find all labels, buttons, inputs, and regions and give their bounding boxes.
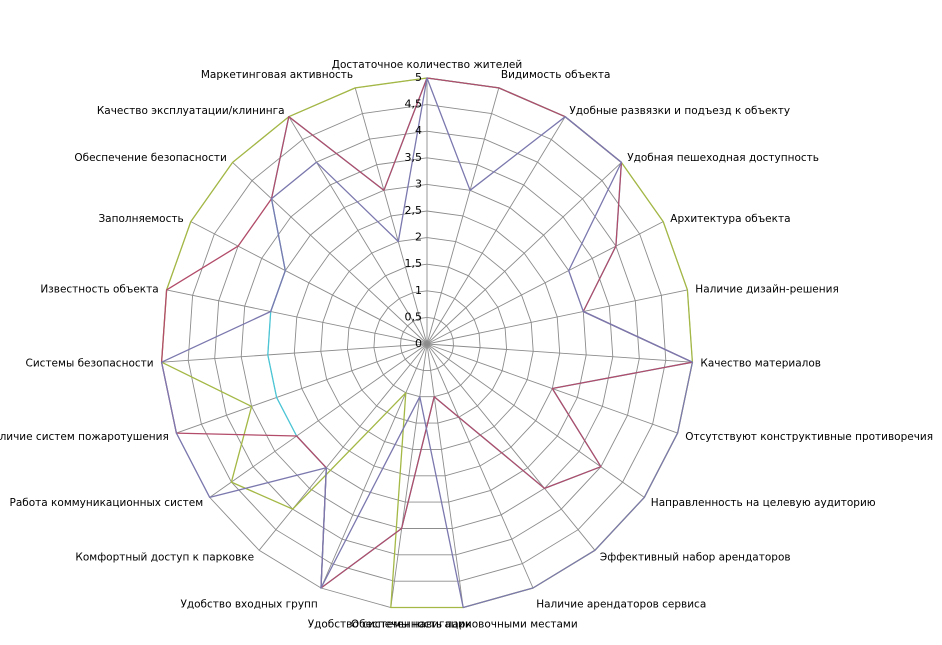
r-tick-label: 1,5: [405, 257, 423, 270]
axis-spoke: [426, 116, 566, 345]
grid-layer: [161, 77, 693, 608]
axis-spoke: [161, 343, 428, 363]
axis-spoke: [426, 221, 664, 345]
axis-spoke: [288, 116, 428, 345]
category-label: Обеспеченность парковочными местами: [351, 618, 578, 630]
category-label: Удобные развязки и подъезд к объекту: [569, 105, 790, 117]
r-tick-label: 0: [415, 337, 422, 350]
category-label: Известность объекта: [40, 283, 158, 295]
r-tick-label: 0,5: [405, 310, 423, 323]
category-label: Качество материалов: [700, 358, 821, 370]
category-label: Архитектура объекта: [670, 213, 790, 225]
category-label: Достаточное количество жителей: [332, 59, 522, 71]
category-label: Эффективный набор арендаторов: [600, 552, 791, 564]
grid-ring: [346, 263, 508, 424]
grid-ring: [187, 104, 667, 582]
series-1-line: [160, 77, 694, 609]
grid-ring: [267, 183, 587, 503]
axis-spoke: [258, 343, 428, 551]
category-label: Системы безопасности: [26, 358, 154, 370]
category-label: Видимость объекта: [501, 69, 611, 81]
r-tick-label: 3,5: [405, 151, 423, 164]
axis-spoke: [354, 87, 428, 345]
axis-spoke: [232, 162, 428, 345]
axis-spoke: [426, 289, 688, 345]
category-label: Комфортный доступ к парковке: [75, 552, 254, 564]
axis-spoke: [426, 343, 534, 589]
category-label: Заполняемость: [98, 213, 183, 225]
category-label: Маркетинговая активность: [201, 69, 353, 81]
category-label: Удобство системы навигации: [308, 618, 472, 630]
r-tick-label: 1: [415, 284, 422, 297]
category-label: Отсутствуют конструктивные противоречия: [685, 431, 933, 443]
axis-spoke: [320, 343, 428, 589]
category-label: Наличие систем пожаротушения: [0, 431, 169, 443]
category-label: Качество эксплуатации/клининга: [97, 105, 285, 117]
axis-spoke: [426, 87, 500, 345]
r-tick-label: 5: [415, 71, 422, 84]
tick-labels: 0 0,5 1 1,5 2 2,5 3 3,5 4 4,5 5: [405, 71, 423, 350]
category-labels: Достаточное количество жителейВидимость …: [0, 59, 933, 630]
r-tick-label: 4,5: [405, 98, 423, 111]
category-label: Направленность на целевую аудиторию: [651, 497, 876, 509]
series-layer: [160, 77, 694, 609]
grid-ring: [320, 237, 534, 450]
axis-spoke: [390, 343, 428, 608]
category-label: Наличие дизайн-решения: [695, 283, 838, 295]
category-label: Наличие арендаторов сервиса: [536, 598, 706, 610]
axis-spoke: [426, 343, 693, 363]
axis-spoke: [426, 162, 622, 345]
r-tick-label: 3: [415, 177, 422, 190]
axis-spoke: [176, 343, 428, 434]
axis-spoke: [426, 343, 596, 551]
axis-spoke: [209, 343, 428, 498]
category-label: Работа коммуникационных систем: [10, 497, 204, 509]
category-label: Удобство входных групп: [180, 598, 317, 610]
r-tick-label: 4: [415, 124, 422, 137]
axis-spoke: [426, 343, 645, 498]
category-label: Удобная пешеходная доступность: [627, 152, 819, 164]
grid-ring: [240, 157, 614, 529]
axis-spoke: [426, 343, 464, 608]
grid-ring: [400, 316, 454, 371]
grid-ring: [373, 290, 481, 398]
series-3-line: [160, 77, 694, 589]
grid-ring: [293, 210, 561, 477]
r-tick-label: 2: [415, 231, 422, 244]
category-label: Обеспечение безопасности: [74, 152, 226, 164]
series-4-line: [160, 77, 694, 609]
axis-spoke: [166, 289, 428, 345]
r-tick-label: 2,5: [405, 204, 423, 217]
axis-spoke: [190, 221, 428, 345]
